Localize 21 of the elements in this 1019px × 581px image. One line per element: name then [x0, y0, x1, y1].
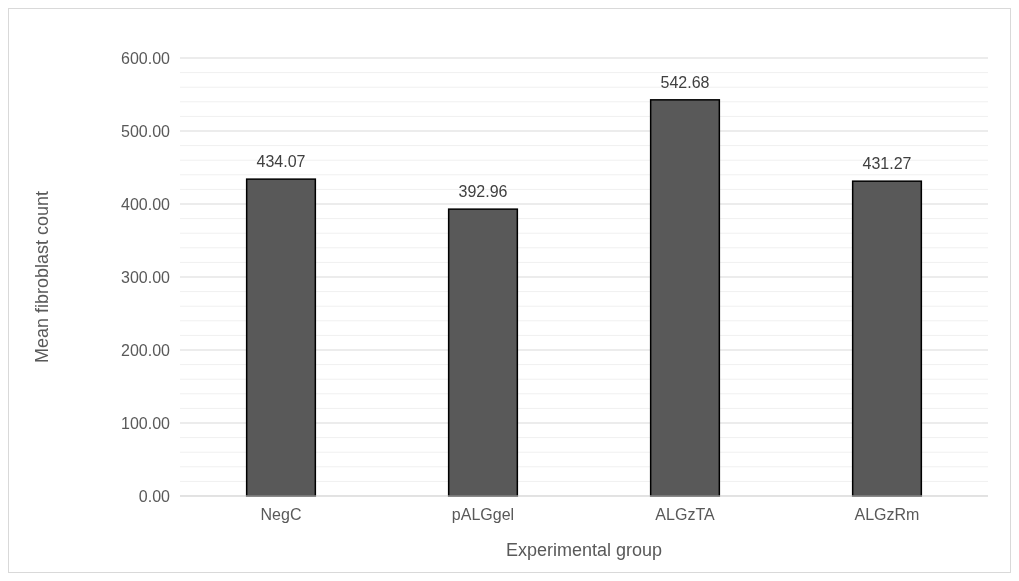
- bar: [447, 208, 519, 497]
- x-tick-label: ALGzRm: [854, 506, 920, 523]
- y-tick-label: 500.00: [121, 122, 171, 140]
- x-tick-label: pALGgel: [451, 506, 515, 523]
- y-tick-label: 200.00: [121, 341, 171, 359]
- data-label: 542.68: [660, 73, 710, 91]
- y-tick-label: 600.00: [121, 49, 171, 67]
- bar: [649, 99, 721, 497]
- y-tick-label: 400.00: [121, 195, 171, 213]
- bar: [245, 178, 317, 497]
- x-axis-title: Experimental group: [505, 540, 663, 560]
- data-label: 392.96: [458, 183, 508, 201]
- x-tick-label: ALGzTA: [655, 506, 715, 523]
- x-tick-label: NegC: [260, 506, 302, 523]
- data-label: 434.07: [256, 153, 306, 171]
- bar: [851, 180, 923, 497]
- y-axis-title: Mean fibroblast count: [32, 190, 52, 364]
- y-tick-label: 300.00: [121, 268, 171, 286]
- data-label: 431.27: [862, 155, 912, 173]
- y-tick-label: 100.00: [121, 414, 171, 432]
- y-tick-label: 0.00: [138, 487, 171, 505]
